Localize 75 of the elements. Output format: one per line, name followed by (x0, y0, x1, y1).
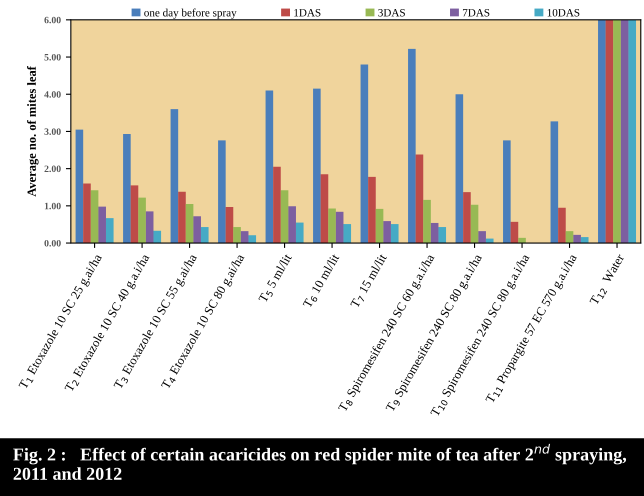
bar (470, 204, 478, 244)
bar (200, 227, 209, 244)
bar (218, 140, 226, 244)
bar (606, 20, 614, 244)
bar (573, 234, 581, 244)
bar (438, 227, 446, 244)
x-tick-label: T$_{7}$ 15 ml/lit (350, 252, 389, 310)
x-tick-label: T$_{5}$ 5 ml/lit (258, 252, 294, 304)
bar (240, 231, 248, 244)
bar (90, 190, 98, 244)
bar (123, 134, 131, 244)
y-tick-label: 5.00 (44, 54, 61, 61)
bar (456, 94, 464, 244)
legend-label: 3DAS (378, 8, 405, 16)
bar (170, 109, 178, 244)
y-axis-title: Average no. of mites leaf (26, 66, 39, 197)
bar (423, 200, 431, 244)
bar (288, 206, 296, 244)
bar (408, 48, 416, 244)
bar (430, 222, 438, 244)
y-tick-label: 6.00 (44, 16, 61, 24)
legend-label: 7DAS (462, 8, 490, 16)
y-tick-label: 2.00 (44, 166, 61, 172)
bar (313, 88, 321, 244)
y-tick-label: 4.00 (44, 91, 61, 98)
bar (153, 230, 162, 244)
bar (138, 198, 146, 244)
bar (383, 221, 391, 244)
y-tick-label: 0.00 (44, 240, 61, 247)
bar (280, 190, 288, 244)
bar (416, 154, 424, 244)
bar (106, 218, 114, 244)
bar (130, 185, 138, 244)
y-tick-label: 1.00 (44, 202, 61, 210)
bar (478, 231, 486, 244)
bar (503, 140, 511, 244)
bar (463, 192, 471, 244)
legend-label: one day before spray (144, 8, 237, 19)
y-tick-label: 3.00 (44, 128, 61, 135)
bar (98, 206, 106, 244)
bar (248, 235, 256, 244)
x-tick-label: T$_{12}$ Water (589, 253, 626, 306)
bar (296, 222, 304, 244)
bar (598, 20, 606, 244)
bar (510, 222, 518, 244)
legend-label: 1DAS (294, 8, 320, 16)
bar (226, 206, 234, 244)
bar (550, 121, 558, 244)
bar (146, 211, 154, 244)
bar (266, 90, 274, 244)
bar (360, 64, 368, 244)
bar (376, 208, 384, 244)
bar (76, 130, 84, 244)
bar (343, 224, 352, 244)
bar (320, 174, 328, 244)
x-tick-label: T$_{6}$ 10 ml/lit (302, 252, 342, 310)
bar (558, 208, 566, 244)
bar (193, 216, 201, 244)
bar (368, 176, 376, 244)
chart-title: Fig. 2 : Effect of certain acaricides on red spider mite of tea after 2$^{nd}$ spraying, 2011 and 2012 (13, 444, 626, 480)
bar (566, 231, 574, 244)
bar (336, 212, 344, 244)
bar (620, 20, 628, 244)
legend-label: 10DAS (548, 8, 580, 16)
bar (613, 20, 621, 244)
bar (628, 20, 636, 244)
bar (273, 166, 281, 244)
bar (580, 237, 589, 244)
bar (390, 224, 399, 244)
bar (328, 208, 336, 244)
bar (233, 227, 241, 244)
bar (186, 204, 194, 244)
bar (518, 238, 526, 244)
bar (178, 192, 186, 244)
bar (83, 184, 91, 244)
